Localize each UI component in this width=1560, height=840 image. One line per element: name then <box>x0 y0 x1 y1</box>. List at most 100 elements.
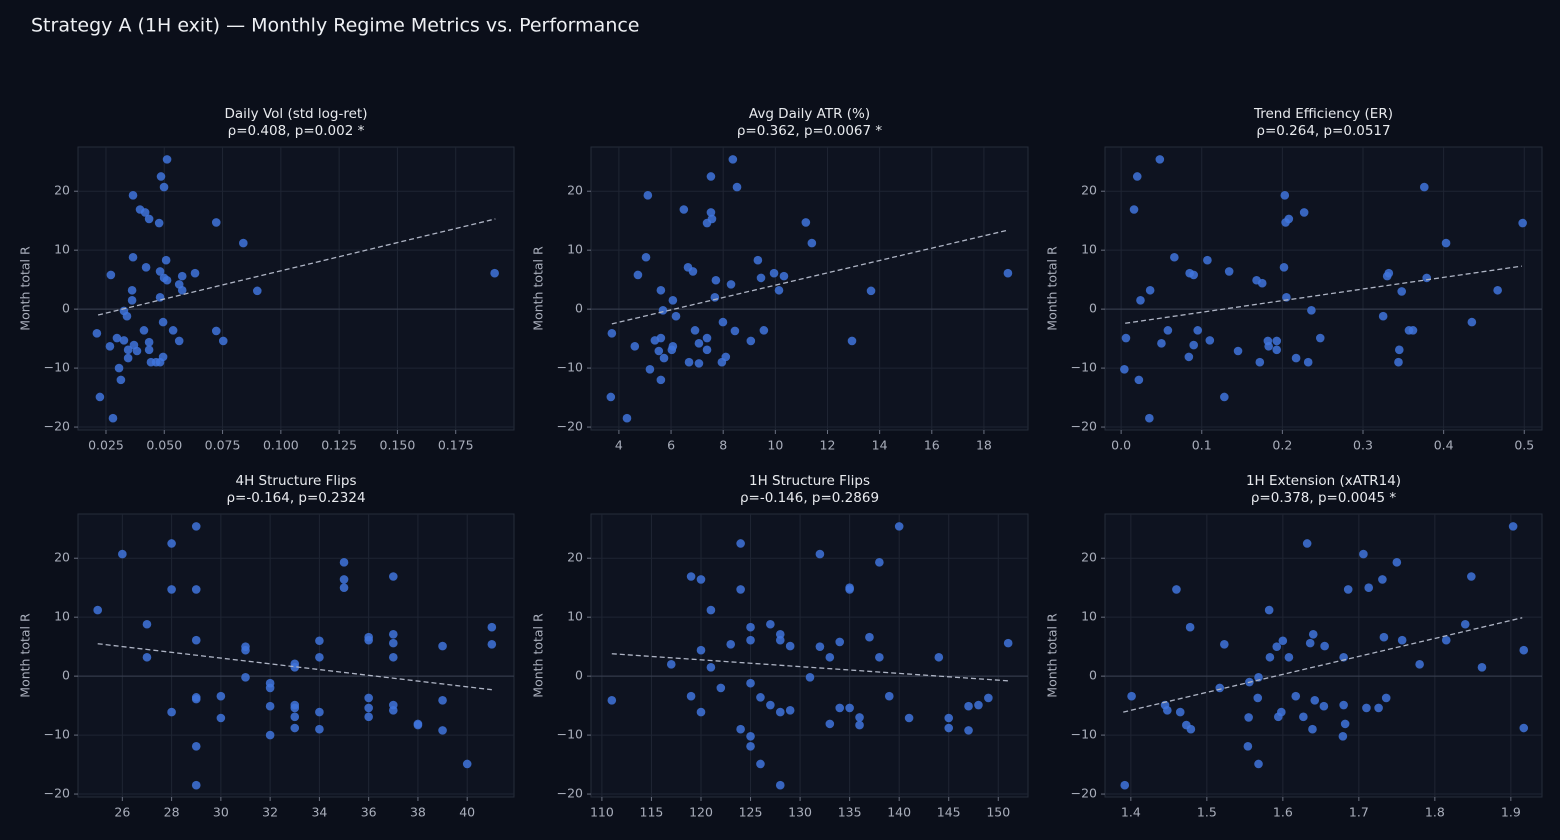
point <box>1127 691 1136 701</box>
point <box>1422 273 1432 283</box>
plot-area <box>590 146 1029 431</box>
y-tick-label: 0 <box>1089 301 1097 316</box>
point <box>696 707 706 717</box>
point <box>1397 287 1407 296</box>
trend-line <box>97 643 492 691</box>
point <box>1518 218 1527 228</box>
point <box>364 703 373 713</box>
point <box>875 652 884 662</box>
plot-area <box>77 146 515 431</box>
x-tick-label: 0.175 <box>438 438 474 453</box>
point <box>684 357 694 367</box>
x-tick-label: 10 <box>767 438 783 453</box>
point <box>1163 326 1173 335</box>
point <box>1320 641 1329 651</box>
x-tick-label: 32 <box>262 805 278 820</box>
point <box>315 707 324 717</box>
point <box>95 392 105 402</box>
point <box>1291 691 1301 701</box>
point <box>161 255 171 265</box>
point <box>1145 285 1155 295</box>
y-tick-label: −10 <box>44 360 70 375</box>
point <box>241 673 250 682</box>
point <box>1224 267 1234 276</box>
point <box>645 364 655 374</box>
x-tick-label: 6 <box>667 438 675 453</box>
point <box>825 652 835 662</box>
y-tick-label: 20 <box>54 550 70 565</box>
point <box>191 635 201 645</box>
point <box>108 413 118 423</box>
x-tick-label: 16 <box>924 438 940 453</box>
x-tick-label: 4 <box>615 438 623 453</box>
x-tick-label: 0.2 <box>1272 438 1292 453</box>
point <box>1163 706 1172 715</box>
point <box>1299 712 1308 722</box>
y-tick-label: 0 <box>62 301 70 316</box>
point <box>756 273 766 283</box>
point <box>855 720 864 730</box>
point <box>659 353 669 363</box>
point <box>718 317 728 327</box>
point <box>732 182 742 192</box>
point <box>756 759 765 769</box>
point <box>177 271 187 281</box>
x-tick-label: 1.8 <box>1425 805 1445 820</box>
point <box>140 208 150 217</box>
x-tick-label: 14 <box>872 438 888 453</box>
y-tick-label: −10 <box>1071 360 1097 375</box>
chart-subtitle: ρ=0.264, p=0.0517 <box>1256 123 1390 139</box>
y-tick-label: −10 <box>557 360 583 375</box>
point <box>155 357 165 367</box>
point <box>1394 345 1404 355</box>
y-tick-label: 10 <box>54 609 70 624</box>
point <box>835 703 845 713</box>
point <box>1378 311 1388 321</box>
point <box>162 155 172 164</box>
y-axis-label: Month total R <box>531 246 546 331</box>
x-tick-label: 12 <box>820 438 836 453</box>
point <box>1278 636 1288 646</box>
x-tick-label: 130 <box>788 805 812 820</box>
point <box>112 333 122 343</box>
point <box>191 522 201 531</box>
point <box>177 285 187 295</box>
point <box>388 572 398 581</box>
y-tick-label: 20 <box>1081 550 1097 565</box>
point <box>1299 208 1309 217</box>
y-axis-label: Month total R <box>18 246 33 331</box>
point <box>1319 701 1329 711</box>
point <box>241 645 250 655</box>
point <box>1205 336 1215 345</box>
point <box>643 191 653 200</box>
point <box>1186 724 1196 734</box>
point <box>1003 638 1013 648</box>
point <box>487 622 497 632</box>
x-tick-label: 1.4 <box>1121 805 1141 820</box>
point <box>1136 295 1145 305</box>
point <box>866 286 876 296</box>
point <box>123 353 133 363</box>
point <box>1132 172 1142 181</box>
point <box>265 730 275 740</box>
point <box>438 696 447 705</box>
point <box>690 326 700 335</box>
y-tick-label: −20 <box>1071 786 1097 801</box>
x-tick-label: 1.7 <box>1349 805 1369 820</box>
point <box>1265 652 1275 662</box>
chart-title: Avg Daily ATR (%) <box>749 106 870 122</box>
x-tick-label: 140 <box>887 805 911 820</box>
y-tick-label: −20 <box>1071 419 1097 434</box>
point <box>730 326 740 336</box>
point <box>845 703 854 713</box>
point <box>105 341 115 351</box>
point <box>158 317 168 327</box>
point <box>1272 336 1282 346</box>
point <box>290 662 300 672</box>
point <box>746 731 755 741</box>
point <box>711 275 721 285</box>
point <box>1003 268 1013 278</box>
point <box>168 326 178 335</box>
point <box>1378 575 1387 584</box>
chart-subtitle: ρ=0.378, p=0.0045 * <box>1251 490 1397 506</box>
